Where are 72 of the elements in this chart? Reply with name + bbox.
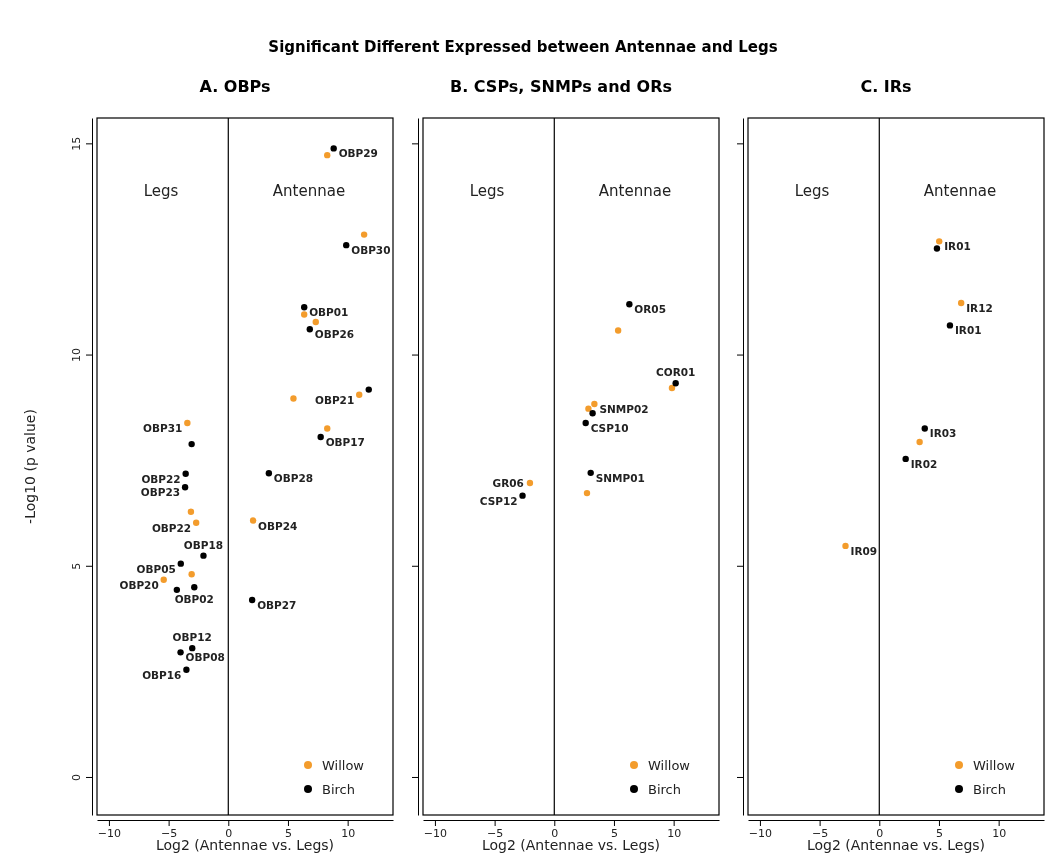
y-axis-title: -Log10 (p value) <box>22 409 38 524</box>
y-tick-label: 0 <box>69 773 83 781</box>
annotation: IR01 <box>944 240 971 253</box>
x-tick-label: 10 <box>341 826 356 840</box>
annotation: OBP28 <box>273 472 314 485</box>
annotation: OBP20 <box>119 578 159 591</box>
legend-label: Willow <box>973 757 1016 773</box>
annotation: IR01 <box>954 324 982 337</box>
annotation: OBP30 <box>351 244 391 257</box>
legend-label: Birch <box>322 781 355 797</box>
annotation: OBP29 <box>338 147 378 160</box>
text: Significant Different Expressed between Antennae and Legs <box>268 38 778 56</box>
annotation: OBP12 <box>172 631 212 644</box>
x-axis-title: Log2 (Antennae vs. Legs) <box>155 837 335 853</box>
chart-subtitle: C. IRs <box>860 77 912 96</box>
x-tick-label: 5 <box>610 826 618 840</box>
x-axis-title: Log2 (Antennae vs. Legs) <box>806 837 986 853</box>
annotation: OBP02 <box>174 593 214 606</box>
chart-subtitle: A. OBPs <box>199 77 271 96</box>
annotation: SNMP02 <box>599 402 649 415</box>
annotation: OBP22 <box>141 472 181 485</box>
annotation: OBP01 <box>309 306 349 319</box>
annotation: Antennae <box>598 182 672 200</box>
x-tick-label: 5 <box>284 826 292 840</box>
annotation: Legs <box>143 182 179 200</box>
annotation: OR05 <box>634 303 666 316</box>
annotation: GR06 <box>492 476 524 489</box>
annotation: Legs <box>469 182 505 200</box>
x-tick-label: 0 <box>876 826 884 840</box>
x-tick-label: 5 <box>935 826 943 840</box>
annotation: OBP17 <box>325 435 365 448</box>
x-tick-label: 0 <box>551 826 559 840</box>
annotation: OBP05 <box>136 562 176 575</box>
annotation: IR09 <box>850 544 878 557</box>
x-tick-label: −5 <box>812 826 829 840</box>
annotation: OBP26 <box>314 328 355 341</box>
annotation: IR12 <box>966 302 993 315</box>
annotation: OBP16 <box>142 668 182 681</box>
annotation: IR03 <box>929 427 957 440</box>
annotation: OBP24 <box>258 519 298 532</box>
x-tick-label: 10 <box>667 826 682 840</box>
annotation: IR02 <box>910 457 938 470</box>
x-tick-label: 10 <box>992 826 1007 840</box>
annotation: OBP22 <box>151 521 192 534</box>
legend-label: Birch <box>648 781 681 797</box>
x-tick-label: −5 <box>161 826 178 840</box>
chart-subtitle: B. CSPs, SNMPs and ORs <box>449 77 673 96</box>
annotation: CSP10 <box>590 421 629 434</box>
annotation: OBP27 <box>257 598 297 611</box>
annotation: COR01 <box>656 366 696 379</box>
y-tick-label: 10 <box>69 348 83 363</box>
annotation: Legs <box>794 182 830 200</box>
annotation: OBP21 <box>314 393 355 406</box>
annotation: OBP08 <box>185 651 225 664</box>
x-tick-label: −10 <box>423 826 448 840</box>
annotation: OBP31 <box>143 421 183 434</box>
annotation: Antennae <box>272 182 346 200</box>
x-tick-label: −5 <box>487 826 504 840</box>
x-tick-label: 0 <box>225 826 233 840</box>
legend-label: Willow <box>322 757 365 773</box>
x-axis-title: Log2 (Antennae vs. Legs) <box>481 837 661 853</box>
annotation: CSP12 <box>479 494 518 507</box>
legend-label: Willow <box>648 757 691 773</box>
x-tick-label: −10 <box>748 826 773 840</box>
annotation: OBP23 <box>140 486 181 499</box>
y-tick-label: 5 <box>69 562 83 570</box>
annotation: Antennae <box>923 182 997 200</box>
y-tick-label: 15 <box>69 136 83 151</box>
legend-label: Birch <box>973 781 1006 797</box>
x-tick-label: −10 <box>97 826 122 840</box>
annotation: SNMP01 <box>595 471 645 484</box>
annotation: OBP18 <box>183 538 224 551</box>
